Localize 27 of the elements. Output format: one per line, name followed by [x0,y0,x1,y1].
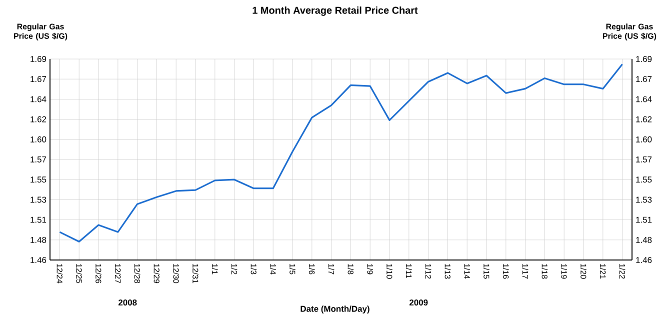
y-tick-label: 1.62 [30,116,46,122]
y-tick-label: 1.64 [30,96,46,102]
chart-title: 1 Month Average Retail Price Chart [252,6,418,16]
y-tick-label: 1.57 [30,156,46,162]
y-tick-label: 1.46 [30,257,46,263]
y-tick-label: 1.67 [30,76,46,82]
y2-tick-label: 1.69 [636,56,652,62]
y-tick-label: 1.53 [30,196,46,203]
y-tick-label: 1.48 [30,236,46,243]
y-tick-label: 1.55 [30,176,46,183]
x-axis-title: Date (Month/Day) [300,306,370,314]
y2-tick-label: 1.53 [636,196,652,203]
y2-tick-label: 1.67 [636,76,652,82]
y-tick-label: 1.60 [30,136,46,142]
text: 2008 [118,300,137,306]
y2-tick-label: 1.48 [636,236,652,243]
y2-tick-label: 1.64 [636,96,652,102]
line-series [58,63,624,242]
text: 2009 [409,300,428,306]
y2-tick-label: 1.60 [636,136,652,142]
y2-tick-label: 1.62 [636,116,652,122]
y-tick-label: 1.51 [30,216,46,223]
y2-tick-label: 1.55 [636,176,652,183]
y2-tick-label: 1.46 [636,257,652,263]
y2-tick-label: 1.57 [636,156,652,162]
y-tick-label: 1.69 [30,56,46,62]
y2-tick-label: 1.51 [636,216,652,223]
